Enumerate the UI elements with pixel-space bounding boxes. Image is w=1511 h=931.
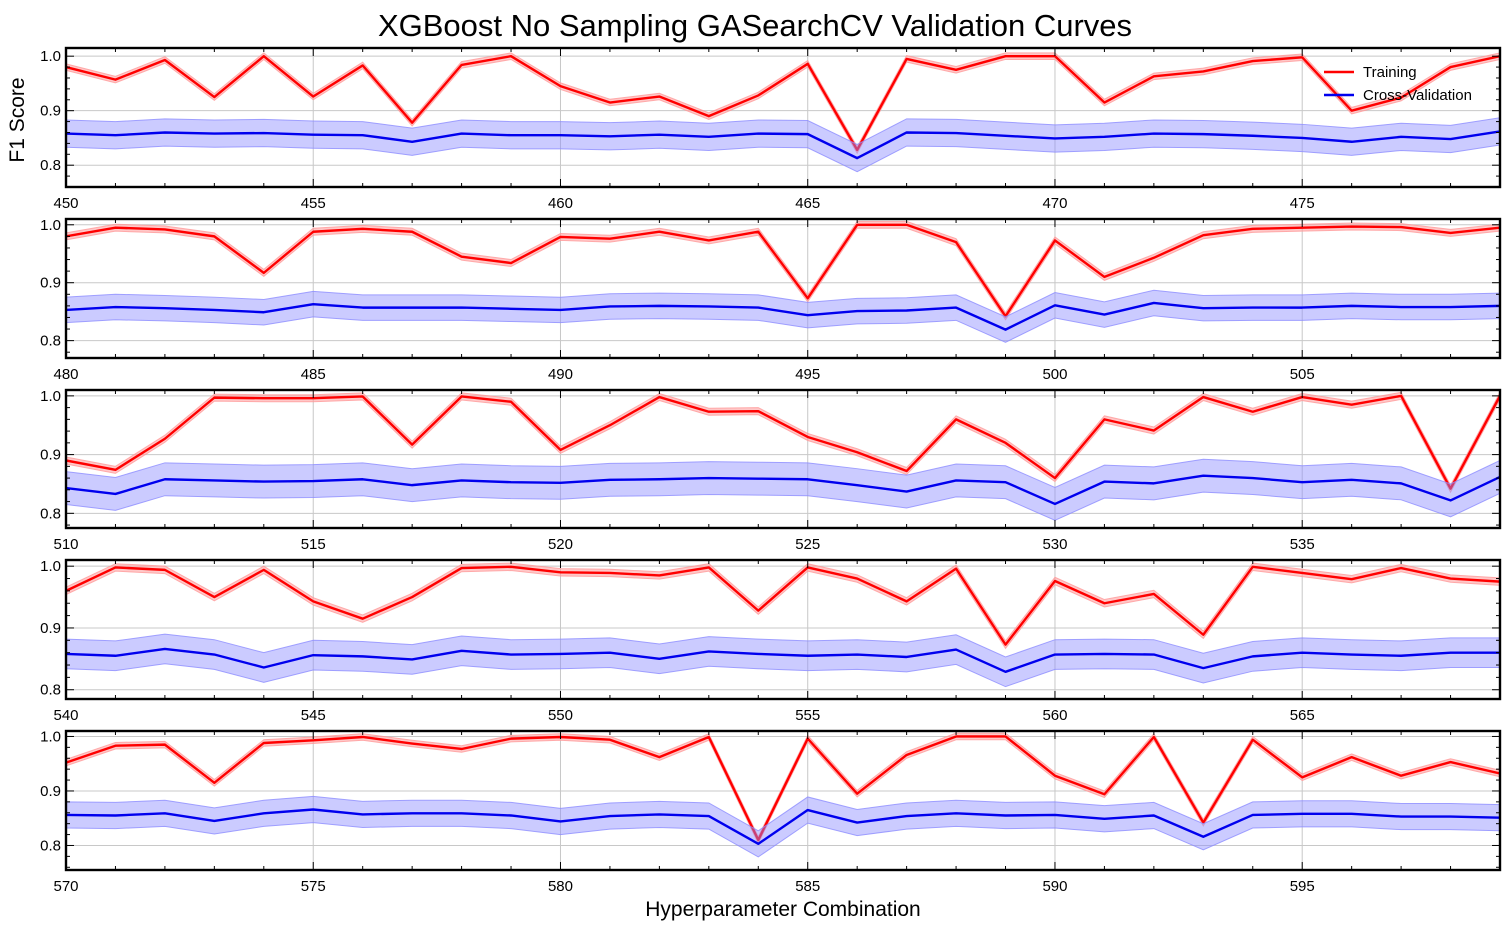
x-tick-label: 560 [1042,707,1067,724]
x-tick-label: 590 [1042,878,1067,895]
y-tick-label: 0.8 [40,837,61,854]
panel-2: 480 485 490 495 500 505 0.8 0.9 1.0 [40,217,1502,383]
x-tick-label: 550 [548,707,573,724]
plot-area [66,391,1500,521]
y-tick-label: 0.8 [40,333,61,350]
training-line [66,223,1500,318]
plot-area [66,732,1500,858]
y-tick-label: 0.8 [40,505,61,522]
x-tick-label: 535 [1290,536,1315,553]
panel-3: 510 515 520 525 530 535 0.8 0.9 1.0 [40,388,1502,553]
cv-std-band [66,633,1500,688]
x-tick-label: 565 [1290,707,1315,724]
y-tick-label: 1.0 [40,388,61,405]
x-tick-label: 580 [548,878,573,895]
training-std-band [66,52,1500,155]
x-tick-label: 475 [1290,195,1315,212]
cv-line [66,301,1500,331]
y-tick-label: 1.0 [40,728,61,745]
cv-line [66,130,1500,160]
y-tick-label: 0.8 [40,157,61,174]
training-std-band [66,562,1500,650]
chart-title: XGBoost No Sampling GASearchCV Validatio… [378,8,1132,43]
panel-frame [64,729,1502,872]
x-tick-label: 465 [795,195,820,212]
x-tick-label: 460 [548,195,573,212]
legend-training-label: Training [1363,64,1417,81]
training-line [66,54,1500,152]
x-tick-label: 545 [301,707,326,724]
cv-std-band [66,117,1500,173]
x-tick-label: 450 [53,195,78,212]
panel-frame [64,46,1502,189]
x-tick-label: 495 [795,366,820,383]
panel-4: 540 545 550 555 560 565 0.8 0.9 1.0 [40,558,1502,724]
cv-line [66,647,1500,674]
y-axis-label: F1 Score [6,77,29,162]
training-line [66,735,1500,842]
x-axis-label: Hyperparameter Combination [645,898,920,921]
legend: Training Cross-Validation [1324,64,1472,104]
cv-line [66,474,1500,506]
y-tick-label: 1.0 [40,48,61,65]
plot-area [66,562,1500,688]
y-tick-label: 0.9 [40,620,61,637]
panel-frame [64,388,1502,530]
cv-std-band [66,458,1500,521]
cv-std-band [66,289,1500,343]
x-tick-label: 515 [301,536,326,553]
plot-area [66,52,1500,173]
x-tick-label: 485 [301,366,326,383]
legend-cv-label: Cross-Validation [1363,87,1472,104]
x-tick-label: 500 [1042,366,1067,383]
panel-1: 450 455 460 465 470 475 0.8 0.9 1.0 Training Cross… [40,46,1502,212]
plot-area [66,220,1500,343]
y-tick-label: 0.9 [40,447,61,464]
x-tick-label: 455 [301,195,326,212]
training-line [66,394,1500,490]
x-tick-label: 555 [795,707,820,724]
x-tick-label: 505 [1290,366,1315,383]
y-tick-label: 0.9 [40,103,61,120]
x-tick-label: 595 [1290,878,1315,895]
panel-frame [64,217,1502,360]
y-tick-label: 0.9 [40,783,61,800]
x-tick-label: 525 [795,536,820,553]
x-tick-label: 540 [53,707,78,724]
y-tick-label: 1.0 [40,558,61,575]
x-tick-label: 570 [53,878,78,895]
y-tick-label: 0.9 [40,275,61,292]
y-tick-label: 1.0 [40,217,61,234]
x-tick-label: 530 [1042,536,1067,553]
panel-frame [64,558,1502,701]
x-tick-label: 585 [795,878,820,895]
training-line [66,565,1500,646]
x-tick-label: 470 [1042,195,1067,212]
cv-line [66,808,1500,846]
panel-5: 570 575 580 585 590 595 0.8 0.9 1.0 [40,728,1502,895]
x-tick-label: 490 [548,366,573,383]
panels-group: 450 455 460 465 470 475 0.8 0.9 1.0 Training Cross… [40,46,1502,895]
x-tick-label: 510 [53,536,78,553]
y-tick-label: 0.8 [40,682,61,699]
x-tick-label: 520 [548,536,573,553]
x-tick-label: 575 [301,878,326,895]
x-tick-label: 480 [53,366,78,383]
training-std-band [66,220,1500,321]
